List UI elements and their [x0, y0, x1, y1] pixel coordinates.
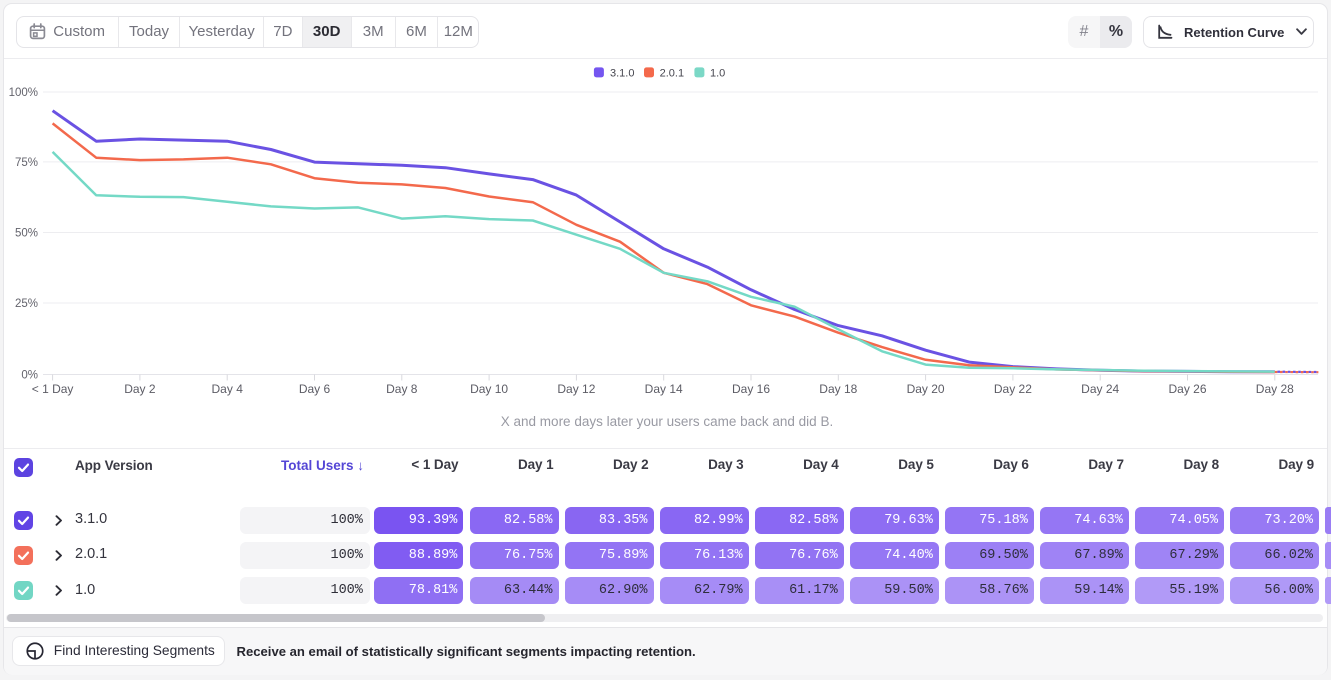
- svg-text:Day 22: Day 22: [994, 382, 1032, 396]
- svg-text:Day 28: Day 28: [1256, 382, 1294, 396]
- svg-text:Day 26: Day 26: [1168, 382, 1206, 396]
- svg-text:Day 18: Day 18: [819, 382, 857, 396]
- svg-text:Day 12: Day 12: [557, 382, 595, 396]
- svg-text:Day 20: Day 20: [907, 382, 945, 396]
- svg-text:3.1.0: 3.1.0: [610, 68, 634, 80]
- svg-text:Day 2: Day 2: [124, 382, 156, 396]
- svg-text:Day 10: Day 10: [470, 382, 508, 396]
- svg-text:75%: 75%: [15, 157, 38, 169]
- svg-text:Day 6: Day 6: [299, 382, 331, 396]
- svg-text:Day 14: Day 14: [645, 382, 683, 396]
- svg-text:1.0: 1.0: [710, 68, 725, 80]
- svg-text:Day 8: Day 8: [386, 382, 418, 396]
- svg-text:2.0.1: 2.0.1: [660, 68, 684, 80]
- svg-text:< 1 Day: < 1 Day: [32, 382, 74, 396]
- svg-text:100%: 100%: [9, 87, 38, 99]
- svg-text:X and more days later your use: X and more days later your users came ba…: [501, 414, 833, 429]
- svg-text:Day 24: Day 24: [1081, 382, 1119, 396]
- svg-text:Day 16: Day 16: [732, 382, 770, 396]
- svg-text:0%: 0%: [21, 370, 38, 382]
- svg-text:50%: 50%: [15, 228, 38, 240]
- svg-text:Day 4: Day 4: [212, 382, 244, 396]
- svg-text:25%: 25%: [15, 298, 38, 310]
